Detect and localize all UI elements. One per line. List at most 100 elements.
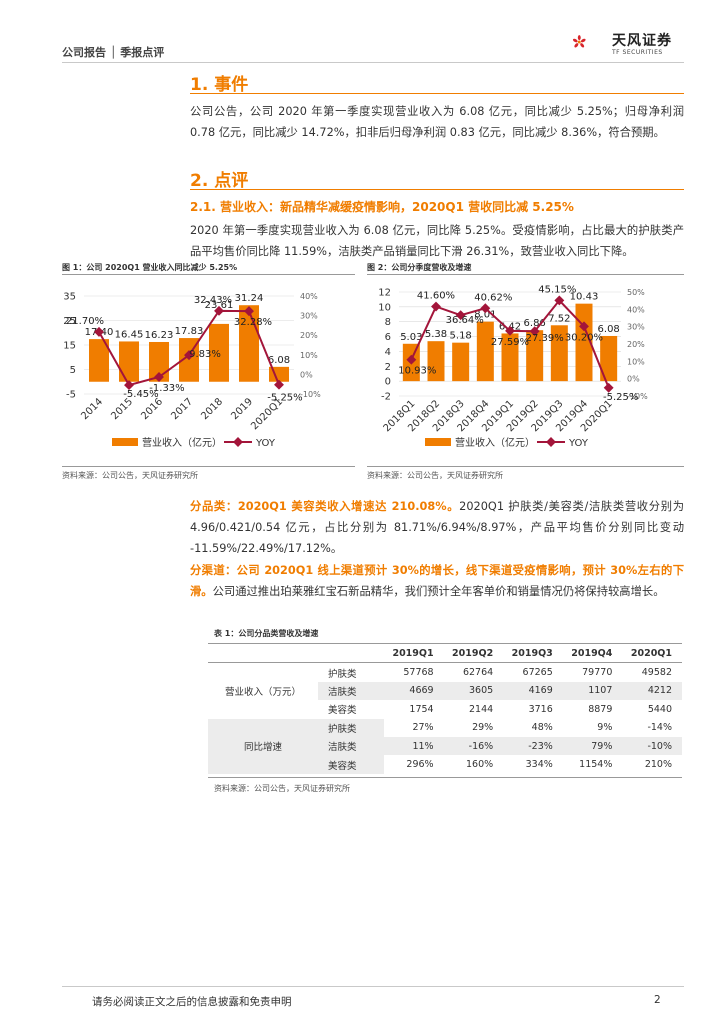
table-header-cell: 2019Q2	[443, 642, 504, 664]
table-row: 营业收入（万元） 护肤类 57768 62764 67265 79770 49582	[208, 663, 682, 698]
y-tick-label-left: 15	[63, 341, 76, 352]
yoy-marker	[154, 372, 164, 382]
report-breadcrumb: 公司报告 │ 季报点评	[62, 46, 165, 59]
bar	[149, 341, 169, 382]
category-paragraph: 分品类：2020Q1 美容类收入增速达 210.08%。2020Q1 护肤类/美…	[190, 496, 684, 559]
y-tick-label-left: 5	[70, 365, 76, 376]
x-tick-label: 2018	[199, 396, 225, 422]
figure1-title: 图 1：公司 2020Q1 营业收入同比减少 5.25%	[62, 263, 238, 272]
table-cell: 4169	[503, 681, 563, 701]
bar	[501, 333, 519, 382]
y-tick-label-right: 30%	[627, 323, 645, 332]
bar-value-label: 17.83	[175, 326, 204, 337]
y-tick-label-left: 8	[385, 317, 391, 328]
yoy-marker	[579, 321, 589, 332]
x-tick-label: 2014	[79, 396, 105, 422]
y-tick-label-right: 20%	[627, 340, 645, 349]
channel-lead: 分渠道：公司 2020Q1 线上渠道预计 30%的增长，线下渠道受疫情影响，预计…	[190, 564, 684, 598]
y-tick-label-left: 25	[63, 316, 76, 327]
legend-line-marker	[233, 437, 243, 447]
figure1-rule	[62, 274, 355, 275]
legend-bar-label: 营业收入（亿元）	[455, 436, 535, 449]
table-row: 洁肤类 11% -16% -23% 79% -10%	[208, 736, 682, 756]
x-tick-label: 2017	[169, 396, 195, 422]
footer-disclaimer: 请务必阅读正文之后的信息披露和免责申明	[92, 996, 292, 1008]
y-tick-label-left: 2	[385, 362, 391, 373]
y-tick-label-right: 30%	[300, 312, 318, 321]
table-group-label: 营业收入（万元）	[224, 686, 301, 698]
table-cell: 27%	[412, 722, 434, 734]
table1-title: 表 1：公司分品类营收及增速	[214, 629, 319, 638]
table-cell: 1754	[409, 703, 434, 715]
table-cell: 48%	[531, 722, 553, 734]
channel-paragraph: 分渠道：公司 2020Q1 线上渠道预计 30%的增长，线下渠道受疫情影响，预计…	[190, 560, 684, 602]
bar-value-label: 6.08	[268, 355, 290, 366]
table-cell: 5440	[647, 703, 672, 715]
y-tick-label-left: 4	[385, 347, 391, 358]
figure2-chart: -2 0 2 4 6 8 10 12 -10% 0% 10% 20% 30% 40% 50% 5.03 2018…	[367, 278, 684, 462]
table-cell: 79%	[562, 736, 623, 756]
table-row: 美容类 1754 2144 3716 8879 5440	[208, 700, 682, 718]
bar-value-label: 31.24	[235, 293, 264, 304]
figure2-source: 资料来源：公司公告，天风证券研究所	[367, 471, 503, 480]
table-cell: 334%	[525, 759, 553, 771]
table-cell: -16%	[443, 736, 504, 756]
yoy-value-label: 27.39%	[526, 333, 564, 344]
bar	[209, 323, 229, 382]
section2-text: 2020 年第一季度实现营业收入为 6.08 亿元，同比降 5.25%。受疫情影…	[190, 224, 684, 258]
yoy-value-label: 9.83%	[189, 349, 221, 360]
y-tick-label-left: 10	[378, 302, 391, 313]
bar	[476, 321, 494, 382]
category-lead: 分品类：2020Q1 美容类收入增速达 210.08%。	[190, 500, 460, 513]
section1-heading: 1. 事件	[190, 75, 249, 95]
table-header-cell: 2019Q4	[562, 642, 623, 664]
y-tick-label-right: 40%	[300, 292, 318, 301]
table-cell: -14%	[647, 722, 672, 734]
y-tick-label-left: 12	[378, 288, 391, 299]
table-cell: 8879	[588, 703, 613, 715]
y-tick-label-right: 50%	[627, 288, 645, 297]
bar-value-label: 6.08	[598, 324, 620, 335]
bar	[600, 335, 618, 382]
table-header-row: 2019Q1 2019Q2 2019Q3 2019Q4 2020Q1	[208, 642, 682, 664]
y-tick-label-left: -2	[381, 392, 391, 403]
y-tick-label-left: 6	[385, 332, 391, 343]
table-cell: 62764	[462, 667, 494, 679]
table-bottom-rule	[208, 777, 682, 778]
yoy-value-label: 41.60%	[417, 291, 455, 302]
table-cell: 3716	[528, 703, 553, 715]
table-cell: 4669	[384, 681, 444, 701]
y-tick-label-right: -10%	[627, 392, 648, 401]
table-row: 美容类 296% 160% 334% 1154% 210%	[208, 755, 682, 774]
yoy-marker	[184, 350, 194, 361]
table-cell: 3605	[443, 681, 504, 701]
y-tick-label-right: 10%	[627, 357, 645, 366]
yoy-value-label: -1.33%	[149, 383, 184, 394]
table-cell: 160%	[466, 759, 494, 771]
y-tick-label-right: 10%	[300, 351, 318, 360]
y-tick-label-right: 0%	[627, 375, 640, 384]
yoy-marker	[431, 301, 441, 312]
yoy-value-label: 36.64%	[446, 315, 484, 326]
brand-logo	[572, 35, 586, 48]
channel-text: 公司通过推出珀莱雅红宝石新品精华，我们预计全年客单价和销量情况仍将保持较高增长。	[212, 585, 665, 598]
footer-rule	[62, 986, 684, 987]
table-group-label: 同比增速	[208, 718, 318, 774]
table-cell: 29%	[472, 722, 494, 734]
yoy-value-label: -5.25%	[603, 392, 638, 403]
bar-value-label: 5.18	[450, 331, 472, 342]
figure2-bottom-rule	[367, 466, 684, 467]
figure2-rule	[367, 274, 684, 275]
table-header-cell: 2019Q1	[384, 642, 444, 664]
bar-value-label: 6.86	[524, 318, 546, 329]
table1-source: 资料来源：公司公告，天风证券研究所	[214, 784, 350, 793]
yoy-marker	[406, 354, 417, 365]
table-row-label: 护肤类	[328, 668, 357, 680]
bar	[452, 342, 470, 382]
table-row-label: 美容类	[328, 705, 357, 717]
page-number: 2	[654, 994, 661, 1006]
section1-text: 公司公告，公司 2020 年第一季度实现营业收入为 6.08 亿元，同比减少 5…	[190, 105, 684, 139]
yoy-value-label: 27.59%	[491, 337, 529, 348]
legend-bar-swatch	[112, 438, 138, 446]
figure1-chart: -55152535-10%0%10%20%30%40%17.40201416.4…	[62, 278, 355, 462]
